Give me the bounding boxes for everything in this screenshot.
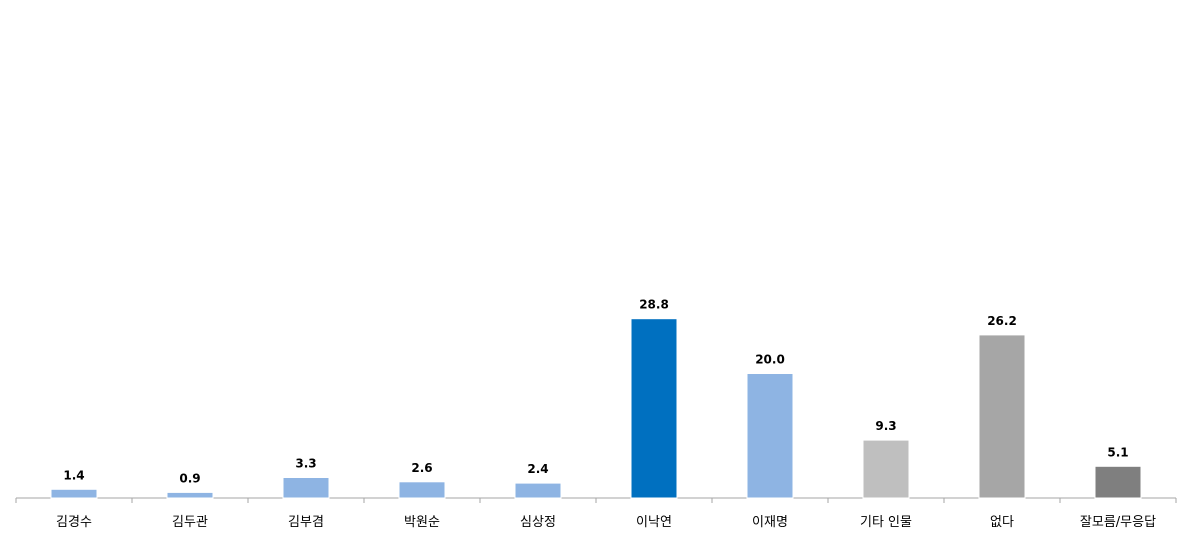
category-label: 김경수 xyxy=(56,515,92,530)
data-label: 1.4 xyxy=(63,468,84,482)
bar xyxy=(746,373,794,499)
data-label: 0.9 xyxy=(179,471,200,485)
category-label: 이낙연 xyxy=(636,515,672,530)
category-label: 기타 인물 xyxy=(860,515,912,530)
bar xyxy=(282,477,330,499)
category-label: 잘모름/무응답 xyxy=(1080,515,1156,530)
bar xyxy=(978,334,1026,499)
x-axis-ticks xyxy=(15,498,1177,503)
data-label: 2.4 xyxy=(527,462,548,476)
data-label: 20.0 xyxy=(755,353,785,367)
category-labels-group: 김경수 김두관 김부겸 박원순 심상정 이낙연 이재명 기타 인물 없다 잘모름/무응답 xyxy=(56,515,1156,530)
bars-group xyxy=(50,318,1142,499)
data-label: 9.3 xyxy=(875,419,896,433)
category-label: 김두관 xyxy=(172,515,208,530)
data-label: 5.1 xyxy=(1107,445,1128,459)
data-label: 2.6 xyxy=(411,461,432,475)
bar xyxy=(166,491,214,499)
data-label: 26.2 xyxy=(987,314,1017,328)
category-label: 김부겸 xyxy=(288,515,324,530)
bar xyxy=(1094,465,1142,499)
category-label: 없다 xyxy=(990,515,1014,530)
bar xyxy=(50,488,98,499)
value-labels-group: 1.4 0.9 3.3 2.6 2.4 28.8 20.0 9.3 26.2 5.1 xyxy=(63,298,1128,486)
category-label: 심상정 xyxy=(520,515,556,530)
bar xyxy=(398,481,446,499)
bar xyxy=(862,439,910,499)
category-label: 이재명 xyxy=(752,515,788,530)
bar xyxy=(514,482,562,499)
data-label: 3.3 xyxy=(295,457,316,471)
bar xyxy=(630,318,678,499)
data-label: 28.8 xyxy=(639,298,669,312)
category-label: 박원순 xyxy=(404,515,440,530)
